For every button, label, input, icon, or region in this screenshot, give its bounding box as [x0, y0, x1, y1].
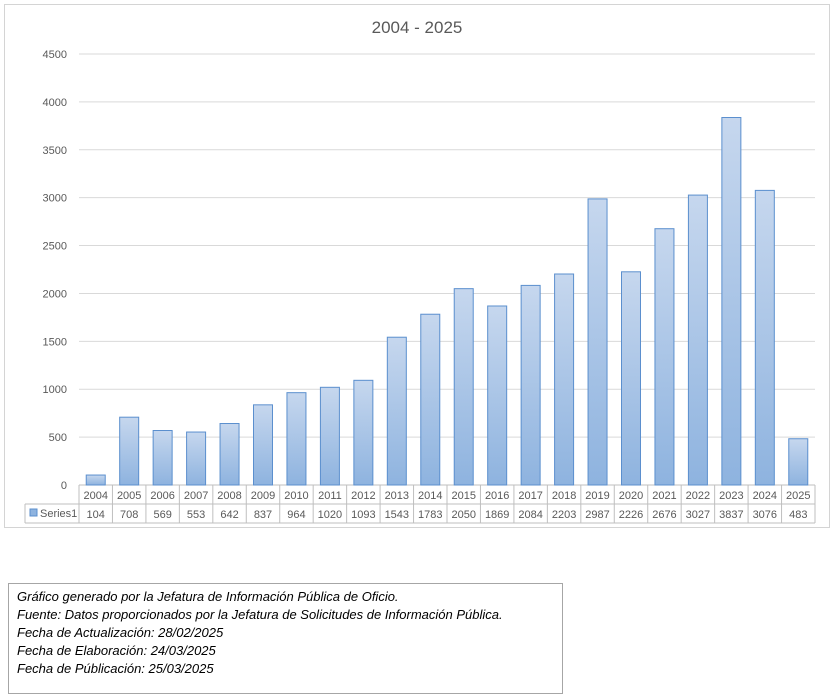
x-tick-label: 2021 [652, 490, 676, 502]
bar [788, 438, 809, 486]
bar [386, 336, 407, 486]
data-label: 964 [287, 509, 305, 521]
data-table: Series1 2004 104 2005 708 2006 569 2007 553 2008 6… [24, 485, 816, 524]
x-tick-label: 2015 [451, 490, 475, 502]
data-label: 2676 [652, 509, 676, 521]
x-tick-label: 2007 [184, 490, 208, 502]
chart-title: 2004 - 2025 [372, 18, 463, 37]
bar [319, 386, 340, 486]
bar [353, 379, 374, 486]
y-tick-label: 1500 [43, 336, 67, 348]
x-tick-label: 2006 [150, 490, 174, 502]
x-tick-label: 2004 [83, 490, 107, 502]
note-credit: Gráfico generado por la Jefatura de Info… [17, 589, 399, 604]
data-label: 837 [254, 509, 272, 521]
bar [754, 189, 775, 486]
x-tick-label: 2025 [786, 490, 810, 502]
y-tick-label: 2000 [43, 288, 67, 300]
data-label: 1093 [351, 509, 375, 521]
data-label: 2084 [518, 509, 542, 521]
data-label: 708 [120, 509, 138, 521]
y-tick-label: 3000 [43, 193, 67, 205]
note-updated-date: Fecha de Actualización: 28/02/2025 [17, 625, 224, 640]
bar [420, 313, 441, 486]
bar [253, 404, 273, 486]
bar [286, 392, 307, 486]
bar [152, 430, 173, 486]
data-label: 642 [220, 509, 238, 521]
note-created-date: Fecha de Elaboración: 24/03/2025 [17, 643, 216, 658]
y-tick-label: 2500 [43, 241, 67, 253]
x-tick-label: 2014 [418, 490, 442, 502]
y-tick-label: 0 [61, 480, 67, 492]
bar [186, 431, 207, 486]
bar [119, 416, 140, 486]
bar [85, 474, 106, 486]
bar [687, 194, 708, 486]
data-label: 1020 [318, 509, 342, 521]
x-tick-label: 2009 [251, 490, 275, 502]
source-notes: Gráfico generado por la Jefatura de Info… [8, 583, 563, 694]
y-tick-label: 3500 [43, 145, 67, 157]
x-tick-label: 2024 [753, 490, 777, 502]
x-tick-label: 2005 [117, 490, 141, 502]
y-axis-ticks: 0 500 1000 1500 2000 2500 3000 3500 4000 4500 [43, 49, 67, 492]
y-tick-label: 4500 [43, 49, 67, 61]
data-label: 1869 [485, 509, 509, 521]
x-tick-label: 2019 [585, 490, 609, 502]
data-label: 1543 [385, 509, 409, 521]
bar [587, 198, 608, 486]
data-label: 3027 [686, 509, 710, 521]
data-label: 2050 [451, 509, 475, 521]
bar [520, 284, 541, 486]
note-source: Fuente: Datos proporcionados por la Jefa… [17, 607, 503, 622]
chart-frame: 2004 - 2025 0 500 1000 1500 2000 2500 3000 3500… [4, 4, 830, 528]
x-tick-label: 2016 [485, 490, 509, 502]
data-label: 3076 [753, 509, 777, 521]
x-tick-label: 2023 [719, 490, 743, 502]
x-tick-label: 2008 [217, 490, 241, 502]
x-tick-label: 2013 [385, 490, 409, 502]
bar-chart: 2004 - 2025 0 500 1000 1500 2000 2500 3000 3500… [24, 18, 816, 524]
bar [487, 305, 508, 486]
data-label: 3837 [719, 509, 743, 521]
note-published-date: Fecha de Públicación: 25/03/2025 [17, 661, 214, 676]
data-label: 1783 [418, 509, 442, 521]
y-tick-label: 4000 [43, 97, 67, 109]
y-tick-label: 1000 [43, 384, 67, 396]
x-tick-label: 2010 [284, 490, 308, 502]
data-label: 2987 [585, 509, 609, 521]
bar [219, 423, 240, 486]
x-tick-label: 2012 [351, 490, 375, 502]
data-label: 553 [187, 509, 205, 521]
x-tick-label: 2017 [518, 490, 542, 502]
bar [554, 273, 575, 486]
x-tick-label: 2011 [318, 490, 342, 502]
series-label: Series1 [40, 508, 77, 520]
y-tick-label: 500 [49, 432, 67, 444]
bar [654, 228, 675, 486]
bar [453, 288, 474, 486]
data-label: 2226 [619, 509, 643, 521]
bars [85, 117, 809, 486]
bar [721, 117, 742, 486]
data-label: 569 [153, 509, 171, 521]
bar [621, 271, 641, 486]
x-tick-label: 2018 [552, 490, 576, 502]
x-tick-label: 2020 [619, 490, 643, 502]
data-label: 104 [87, 509, 105, 521]
legend-swatch [29, 508, 38, 517]
data-label: 2203 [552, 509, 576, 521]
data-label: 483 [789, 509, 807, 521]
x-tick-label: 2022 [686, 490, 710, 502]
